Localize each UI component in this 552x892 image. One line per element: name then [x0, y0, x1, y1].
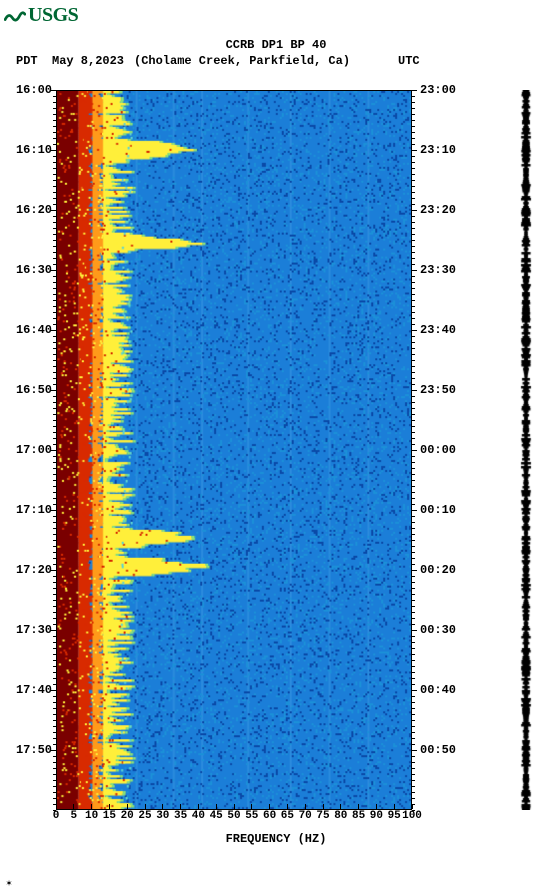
ytick-right: 23:20: [420, 203, 456, 217]
xtick: 70: [299, 810, 312, 822]
usgs-logo: USGS: [4, 4, 78, 27]
ytick-right: 00:20: [420, 563, 456, 577]
footer-mark: ✶: [6, 878, 12, 890]
ytick-left: 17:10: [4, 503, 52, 517]
ytick-left: 17:00: [4, 443, 52, 457]
xtick: 85: [352, 810, 365, 822]
ytick-left: 16:30: [4, 263, 52, 277]
ytick-right: 00:30: [420, 623, 456, 637]
amplitude-canvas: [520, 90, 532, 810]
xtick: 5: [70, 810, 77, 822]
ytick-left: 17:20: [4, 563, 52, 577]
spectrogram-plot: [56, 90, 412, 810]
header-location: (Cholame Creek, Parkfield, Ca): [134, 54, 350, 68]
xtick: 100: [402, 810, 422, 822]
xtick: 20: [121, 810, 134, 822]
xtick: 55: [245, 810, 258, 822]
ytick-left: 17:50: [4, 743, 52, 757]
xtick: 0: [53, 810, 60, 822]
xtick: 90: [370, 810, 383, 822]
ytick-right: 23:40: [420, 323, 456, 337]
xtick: 80: [334, 810, 347, 822]
ytick-right: 00:00: [420, 443, 456, 457]
ytick-left: 16:20: [4, 203, 52, 217]
xtick: 35: [174, 810, 187, 822]
ytick-left: 17:40: [4, 683, 52, 697]
xtick: 60: [263, 810, 276, 822]
ytick-left: 17:30: [4, 623, 52, 637]
wave-icon: [4, 7, 26, 25]
ytick-right: 23:10: [420, 143, 456, 157]
spectrogram-canvas: [57, 91, 411, 809]
amplitude-trace: [520, 90, 532, 810]
xtick: 10: [85, 810, 98, 822]
ytick-left: 16:00: [4, 83, 52, 97]
logo-text: USGS: [28, 4, 78, 27]
x-axis-label: FREQUENCY (HZ): [0, 832, 552, 846]
chart-title: CCRB DP1 BP 40: [0, 38, 552, 52]
pdt-label: PDT: [16, 54, 38, 68]
ytick-left: 16:40: [4, 323, 52, 337]
ytick-right: 23:30: [420, 263, 456, 277]
ytick-right: 23:50: [420, 383, 456, 397]
utc-label: UTC: [398, 54, 420, 68]
xtick: 50: [227, 810, 240, 822]
ytick-right: 00:10: [420, 503, 456, 517]
xtick: 75: [316, 810, 329, 822]
xtick: 40: [192, 810, 205, 822]
header-date: May 8,2023: [52, 54, 124, 68]
ytick-right: 00:50: [420, 743, 456, 757]
ytick-left: 16:50: [4, 383, 52, 397]
xtick: 65: [281, 810, 294, 822]
xtick: 25: [138, 810, 151, 822]
xtick: 15: [103, 810, 116, 822]
xtick: 30: [156, 810, 169, 822]
xtick: 45: [210, 810, 223, 822]
ytick-left: 16:10: [4, 143, 52, 157]
ytick-right: 23:00: [420, 83, 456, 97]
xtick: 95: [388, 810, 401, 822]
ytick-right: 00:40: [420, 683, 456, 697]
